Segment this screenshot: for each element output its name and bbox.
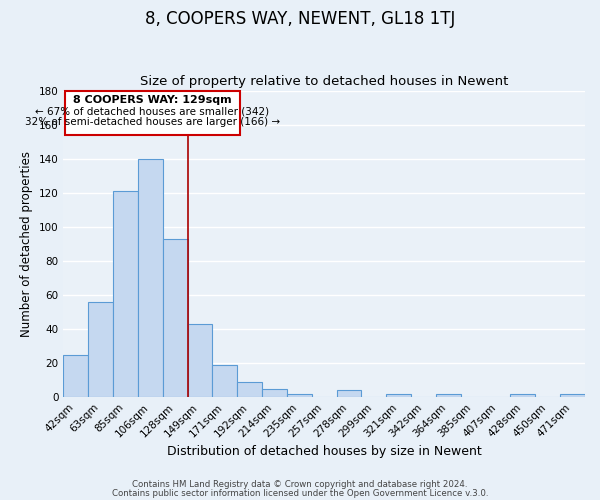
Text: Contains public sector information licensed under the Open Government Licence v.: Contains public sector information licen… <box>112 489 488 498</box>
Bar <box>262 388 287 397</box>
Bar <box>212 365 237 397</box>
Text: Contains HM Land Registry data © Crown copyright and database right 2024.: Contains HM Land Registry data © Crown c… <box>132 480 468 489</box>
Bar <box>560 394 585 397</box>
Y-axis label: Number of detached properties: Number of detached properties <box>20 151 33 337</box>
Bar <box>337 390 361 397</box>
Title: Size of property relative to detached houses in Newent: Size of property relative to detached ho… <box>140 76 508 88</box>
Bar <box>511 394 535 397</box>
Text: 32% of semi-detached houses are larger (166) →: 32% of semi-detached houses are larger (… <box>25 118 280 128</box>
Bar <box>88 302 113 397</box>
Bar <box>386 394 411 397</box>
Bar <box>113 192 138 397</box>
Bar <box>65 91 240 136</box>
Bar <box>163 239 188 397</box>
X-axis label: Distribution of detached houses by size in Newent: Distribution of detached houses by size … <box>167 444 482 458</box>
Bar <box>237 382 262 397</box>
Text: ← 67% of detached houses are smaller (342): ← 67% of detached houses are smaller (34… <box>35 106 269 117</box>
Text: 8, COOPERS WAY, NEWENT, GL18 1TJ: 8, COOPERS WAY, NEWENT, GL18 1TJ <box>145 10 455 28</box>
Bar <box>436 394 461 397</box>
Bar <box>64 354 88 397</box>
Text: 8 COOPERS WAY: 129sqm: 8 COOPERS WAY: 129sqm <box>73 96 232 106</box>
Bar <box>188 324 212 397</box>
Bar <box>138 159 163 397</box>
Bar <box>287 394 312 397</box>
